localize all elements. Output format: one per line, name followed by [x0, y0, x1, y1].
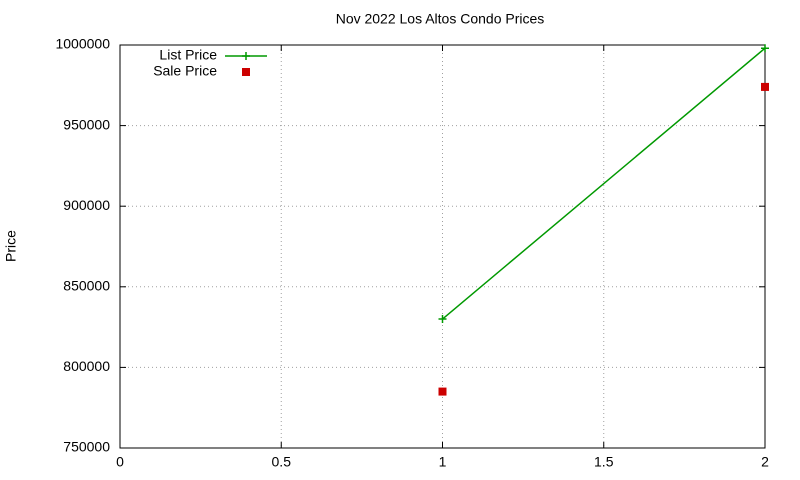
data-point	[761, 82, 769, 91]
series-line	[442, 47, 766, 320]
data-point	[761, 44, 769, 53]
legend-label: List Price	[159, 47, 217, 63]
y-tick-label: 950000	[63, 116, 110, 132]
data-point	[438, 315, 447, 324]
chart-title: Nov 2022 Los Altos Condo Prices	[336, 11, 545, 27]
x-tick-label: 2	[761, 454, 769, 470]
x-tick-label: 1.5	[594, 454, 614, 470]
legend-marker	[242, 52, 250, 60]
y-tick-label: 850000	[63, 278, 110, 294]
y-tick-label: 800000	[63, 358, 110, 374]
y-tick-label: 1000000	[55, 36, 110, 52]
y-axis-label: Price	[3, 230, 19, 262]
x-tick-label: 0	[116, 454, 124, 470]
legend-marker	[242, 68, 250, 76]
x-tick-label: 1	[439, 454, 447, 470]
y-tick-label: 750000	[63, 439, 110, 455]
plot-border	[119, 44, 766, 449]
x-tick-label: 0.5	[272, 454, 292, 470]
data-point	[438, 387, 447, 396]
y-tick-label: 900000	[63, 197, 110, 213]
legend-label: Sale Price	[153, 63, 217, 79]
